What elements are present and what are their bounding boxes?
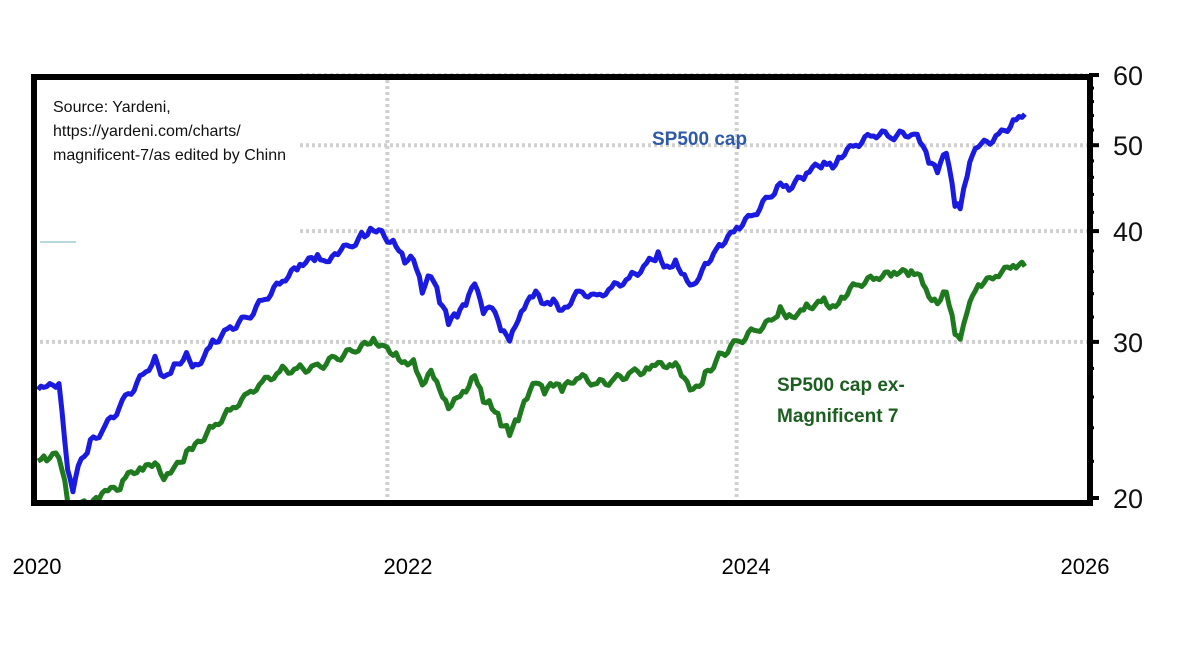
series-label-0: SP500 cap xyxy=(652,129,747,150)
y-axis-ticks: 20 30 40 50 60 xyxy=(1089,61,1143,514)
series-layer xyxy=(37,112,1027,500)
x-tick-label: 2022 xyxy=(384,554,433,579)
x-axis-ticks: 2020 2022 2024 2026 xyxy=(13,554,1110,579)
source-note: Source: Yardeni, https://yardeni.com/cha… xyxy=(53,99,287,164)
x-tick-label: 2026 xyxy=(1061,554,1110,579)
y-tick-label: 40 xyxy=(1113,217,1143,247)
x-tick-label: 2020 xyxy=(13,554,62,579)
plot-frame xyxy=(31,74,1093,506)
series-line-0 xyxy=(37,112,1027,495)
y-tick-label: 30 xyxy=(1113,328,1143,358)
y-tick-label: 50 xyxy=(1113,131,1143,161)
series-labels: SP500 cap SP500 cap ex-Magnificent 7 xyxy=(652,129,905,427)
y-tick-label: 60 xyxy=(1113,61,1143,91)
series-line-1 xyxy=(37,259,1027,500)
y-tick-label: 20 xyxy=(1113,484,1143,514)
series-label-1: SP500 cap ex-Magnificent 7 xyxy=(777,375,905,427)
x-tick-label: 2024 xyxy=(722,554,771,579)
